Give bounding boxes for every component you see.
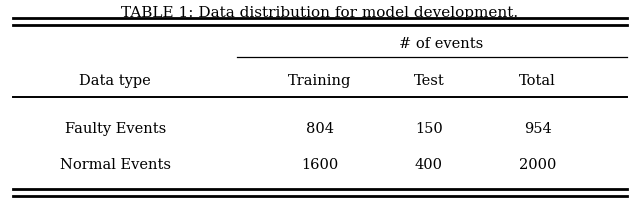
Text: Faulty Events: Faulty Events bbox=[65, 121, 166, 135]
Text: 1600: 1600 bbox=[301, 158, 339, 171]
Text: Test: Test bbox=[413, 74, 444, 88]
Text: # of events: # of events bbox=[399, 37, 484, 50]
Text: 804: 804 bbox=[306, 121, 334, 135]
Text: Data type: Data type bbox=[79, 74, 151, 88]
Text: 400: 400 bbox=[415, 158, 443, 171]
Text: Total: Total bbox=[519, 74, 556, 88]
Text: 150: 150 bbox=[415, 121, 443, 135]
Text: Normal Events: Normal Events bbox=[60, 158, 171, 171]
Text: 2000: 2000 bbox=[519, 158, 556, 171]
Text: Training: Training bbox=[288, 74, 352, 88]
Text: 954: 954 bbox=[524, 121, 552, 135]
Text: TABLE 1: Data distribution for model development.: TABLE 1: Data distribution for model dev… bbox=[122, 6, 518, 20]
